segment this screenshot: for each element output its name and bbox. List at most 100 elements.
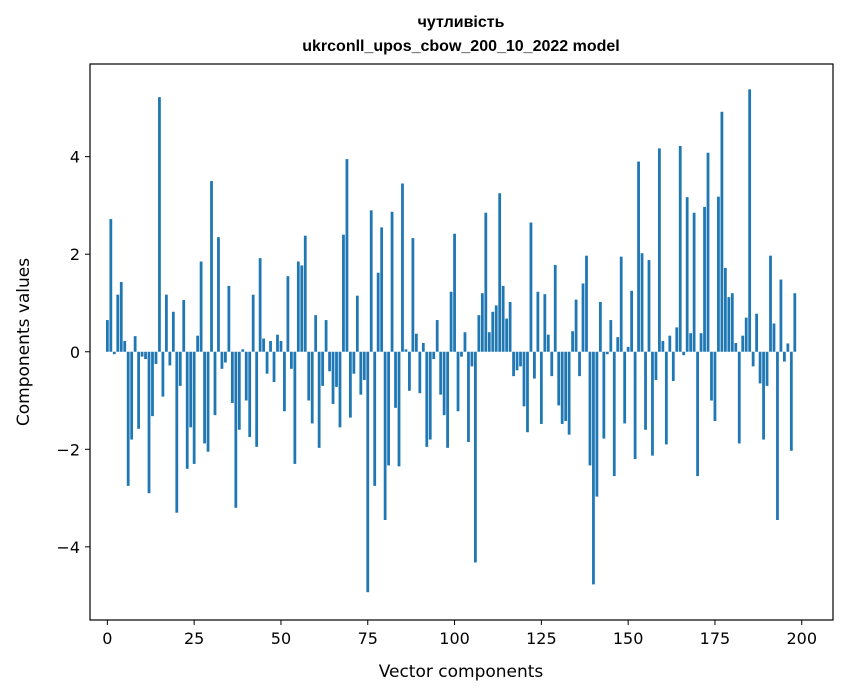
- bar-74: [362, 351, 366, 381]
- x-tick-label: 75: [358, 629, 378, 648]
- bar-105: [470, 351, 474, 367]
- bar-186: [751, 351, 755, 367]
- bar-116: [508, 302, 512, 352]
- bar-112: [494, 305, 498, 352]
- bar-39: [241, 349, 245, 352]
- bar-78: [376, 272, 380, 352]
- bar-143: [602, 351, 606, 439]
- bar-27: [199, 261, 203, 352]
- bar-46: [265, 351, 269, 374]
- bar-163: [671, 351, 675, 382]
- chart-subtitle: ukrconll_upos_cbow_200_10_2022 model: [302, 38, 619, 55]
- bar-35: [227, 285, 231, 352]
- bar-154: [640, 253, 644, 352]
- y-axis-ticks: −4 −2 0 2 4: [56, 148, 90, 557]
- bar-175: [713, 351, 717, 422]
- bar-169: [692, 212, 696, 352]
- bar-130: [557, 351, 561, 406]
- bar-57: [303, 235, 307, 352]
- bar-12: [147, 351, 151, 494]
- bar-80: [383, 351, 387, 521]
- bar-86: [404, 349, 408, 352]
- bar-109: [484, 212, 488, 352]
- bar-51: [283, 351, 286, 412]
- bar-139: [588, 351, 592, 466]
- bar-1: [109, 219, 113, 352]
- y-tick-label: −2: [56, 440, 80, 459]
- bar-119: [519, 351, 522, 367]
- bar-9: [137, 351, 140, 429]
- bar-87: [408, 351, 411, 391]
- bar-101: [456, 351, 460, 412]
- bar-185: [748, 89, 752, 352]
- bar-114: [501, 285, 505, 352]
- bar-37: [234, 351, 238, 508]
- bar-34: [224, 351, 227, 363]
- y-axis-label: Components values: [14, 258, 34, 426]
- bar-92: [425, 351, 429, 447]
- bar-134: [571, 331, 574, 352]
- x-tick-label: 50: [271, 629, 291, 648]
- bar-22: [182, 300, 186, 352]
- bar-29: [206, 351, 210, 452]
- bar-167: [685, 197, 689, 352]
- bar-11: [144, 351, 147, 360]
- bar-91: [421, 342, 425, 352]
- bar-140: [592, 351, 595, 585]
- bar-21: [178, 351, 182, 386]
- bar-147: [616, 337, 620, 352]
- bar-66: [335, 351, 338, 387]
- bar-65: [331, 351, 335, 404]
- bar-53: [289, 351, 293, 369]
- bar-5: [123, 341, 127, 352]
- bar-79: [380, 227, 384, 352]
- bar-100: [453, 233, 456, 352]
- bar-194: [779, 279, 783, 352]
- bar-122: [529, 222, 533, 352]
- bar-104: [467, 351, 470, 442]
- bar-93: [428, 351, 432, 440]
- y-tick-label: 2: [70, 245, 80, 264]
- y-tick-label: −4: [56, 538, 80, 557]
- bar-133: [567, 351, 571, 435]
- chart-title: чутливість: [418, 14, 505, 31]
- bar-135: [574, 299, 578, 352]
- y-tick-label: 0: [70, 343, 80, 362]
- bar-47: [269, 341, 272, 352]
- bar-99: [449, 291, 453, 352]
- bar-2: [112, 351, 116, 355]
- bar-38: [237, 351, 241, 430]
- bar-14: [154, 351, 158, 364]
- bar-88: [411, 238, 415, 352]
- bar-68: [342, 234, 345, 352]
- bar-193: [776, 351, 779, 521]
- bar-43: [255, 351, 259, 447]
- bar-20: [175, 351, 179, 513]
- bar-120: [522, 351, 526, 407]
- bar-90: [418, 351, 422, 394]
- bar-137: [581, 283, 585, 352]
- bar-131: [560, 351, 564, 424]
- bar-117: [512, 351, 515, 377]
- bar-10: [140, 351, 144, 357]
- bar-56: [300, 265, 304, 352]
- bar-141: [595, 351, 599, 497]
- bar-series: [105, 89, 797, 593]
- bar-188: [758, 351, 762, 384]
- bar-181: [734, 342, 738, 352]
- bar-23: [185, 351, 189, 469]
- y-tick-label: 4: [70, 148, 80, 167]
- bar-159: [658, 148, 661, 352]
- bar-125: [539, 351, 543, 424]
- bar-28: [203, 351, 206, 444]
- bar-198: [793, 293, 797, 352]
- bar-54: [293, 351, 297, 464]
- bar-41: [248, 351, 252, 438]
- bar-126: [543, 294, 547, 352]
- bar-60: [314, 315, 318, 352]
- bar-84: [397, 351, 401, 467]
- bar-17: [164, 294, 168, 352]
- bar-42: [251, 294, 255, 352]
- x-tick-label: 0: [102, 629, 112, 648]
- bar-95: [435, 320, 439, 352]
